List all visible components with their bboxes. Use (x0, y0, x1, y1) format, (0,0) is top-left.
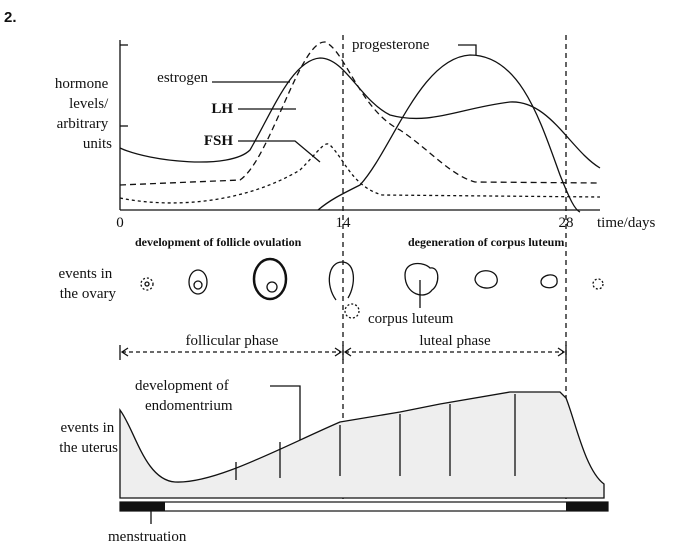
ovary-label: events in the ovary (59, 266, 117, 302)
uterus-annotation: menstruation (108, 529, 187, 545)
estrogen-curve (120, 42, 600, 185)
uterus-label: events in the uterus (59, 420, 118, 456)
x-tick-label: 14 (336, 215, 352, 231)
leader-line (270, 386, 300, 440)
ovary-annotation: corpus luteum (368, 311, 454, 327)
leader-line (238, 141, 320, 162)
curve-label: progesterone (352, 37, 430, 53)
ovary-icons (141, 259, 603, 318)
ovary-heading: degeneration of corpus luteum (408, 235, 564, 249)
phase-label: luteal phase (419, 333, 491, 349)
figure-number: 2. (4, 9, 17, 26)
phase-label: follicular phase (186, 333, 279, 349)
curve-label: estrogen (157, 70, 208, 86)
uterus-annotation: development of endomentrium (135, 378, 233, 414)
ovary-heading: development of follicle ovulation (135, 235, 302, 249)
x-axis-label: time/days (597, 215, 655, 231)
curve-label: FSH (204, 133, 234, 149)
menstruation-bar (120, 502, 608, 524)
x-tick-label: 0 (116, 215, 124, 231)
diagram: 2. hormone levels/ arbitrary units 0 14 … (0, 0, 674, 548)
curve-label: LH (211, 101, 233, 117)
x-tick-label: 28 (559, 215, 574, 231)
fsh-curve (120, 144, 600, 203)
y-axis-label: hormone levels/ arbitrary units (55, 76, 112, 152)
progesterone-curve (318, 55, 580, 212)
leader-line (458, 45, 476, 55)
